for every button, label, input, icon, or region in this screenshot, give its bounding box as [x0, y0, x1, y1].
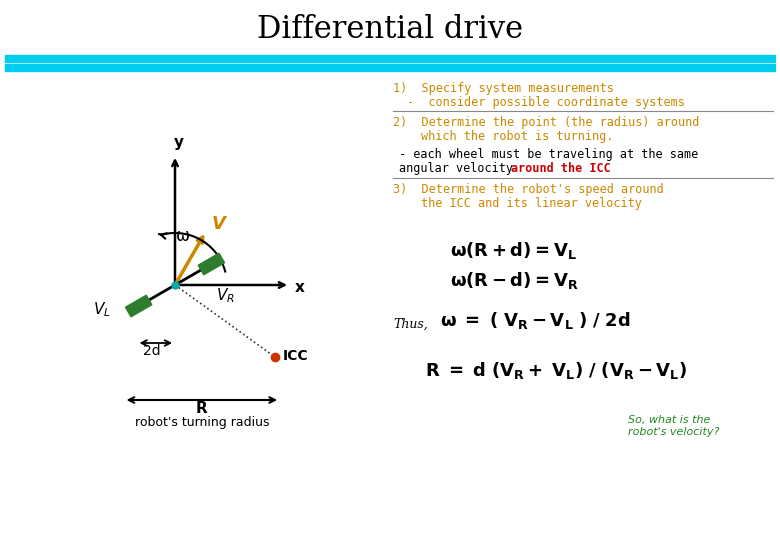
Text: $V_L$: $V_L$ [93, 301, 111, 319]
Polygon shape [198, 253, 225, 275]
Bar [5, 64, 775, 71]
Text: 2)  Determine the point (the radius) around: 2) Determine the point (the radius) arou… [393, 116, 700, 129]
Text: the ICC and its linear velocity: the ICC and its linear velocity [421, 197, 642, 210]
Text: 1)  Specify system measurements: 1) Specify system measurements [393, 82, 614, 95]
Text: $V_R$: $V_R$ [216, 286, 236, 305]
Text: ICC: ICC [283, 349, 309, 363]
Text: V: V [212, 215, 226, 233]
Text: y: y [174, 135, 184, 150]
Text: 2d: 2d [143, 344, 161, 358]
Text: robot's turning radius: robot's turning radius [135, 416, 269, 429]
Text: x: x [295, 280, 305, 294]
Text: $\mathbf{R \ = \ d \ ( V_R + \ V_L ) \ / \ ( V_R - V_L )}$: $\mathbf{R \ = \ d \ ( V_R + \ V_L ) \ /… [425, 360, 687, 381]
Text: around the ICC: around the ICC [511, 162, 611, 175]
Polygon shape [126, 295, 152, 317]
Text: R: R [196, 401, 207, 416]
Text: ω: ω [176, 227, 190, 245]
Text: Thus,: Thus, [393, 318, 427, 331]
Text: $\mathbf{\omega \ = \ ( \ V_R - V_L \ ) \ / \ 2d}$: $\mathbf{\omega \ = \ ( \ V_R - V_L \ ) … [440, 310, 631, 331]
Text: So, what is the
robot's velocity?: So, what is the robot's velocity? [628, 415, 719, 437]
Text: -  consider possible coordinate systems: - consider possible coordinate systems [407, 96, 685, 109]
Text: which the robot is turning.: which the robot is turning. [421, 130, 613, 143]
Text: - each wheel must be traveling at the same: - each wheel must be traveling at the sa… [399, 148, 698, 161]
Text: 3)  Determine the robot's speed around: 3) Determine the robot's speed around [393, 183, 664, 196]
Text: $\mathbf{\omega(R+d) = V_L}$: $\mathbf{\omega(R+d) = V_L}$ [450, 240, 577, 261]
Text: angular velocity: angular velocity [399, 162, 520, 175]
Text: Differential drive: Differential drive [257, 15, 523, 45]
Bar [5, 55, 775, 62]
Text: $\mathbf{\omega(R-d) = V_R}$: $\mathbf{\omega(R-d) = V_R}$ [450, 270, 579, 291]
